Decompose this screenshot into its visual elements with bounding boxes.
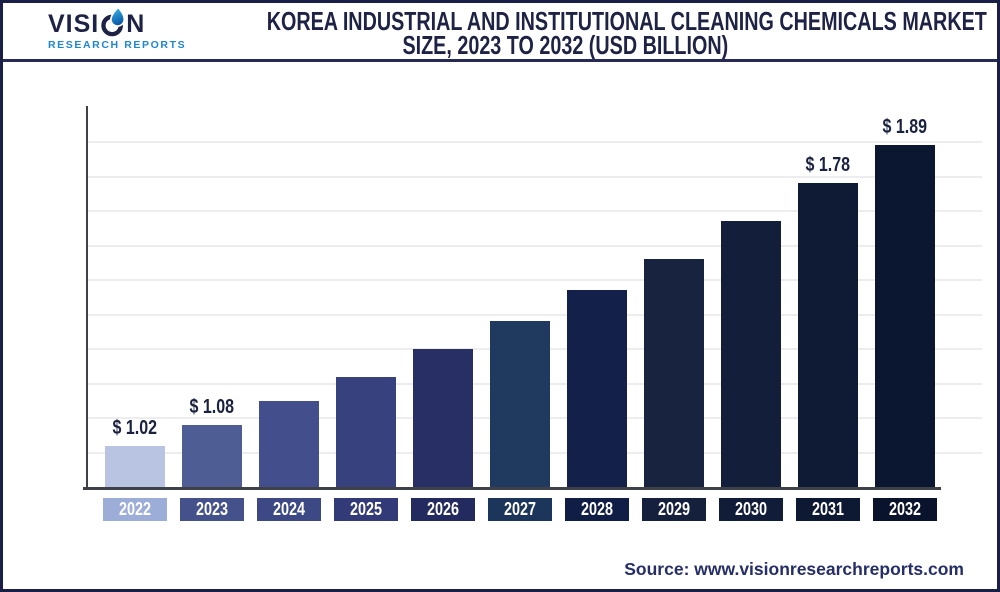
bar-2026: [413, 349, 473, 487]
bar-value-label-2022: $ 1.02: [112, 417, 158, 439]
gridline: [88, 175, 982, 178]
year-tick-2025: 2025: [334, 498, 398, 521]
year-tick-2029: 2029: [642, 498, 706, 521]
bar-value-label-2032: $ 1.89: [882, 116, 928, 138]
chart-title: KOREA INDUSTRIAL AND INSTITUTIONAL CLEAN…: [153, 6, 987, 60]
logo-subtitle: RESEARCH REPORTS: [48, 39, 187, 51]
water-drop-o-icon: [100, 5, 126, 37]
bar-2030: [721, 221, 781, 487]
bar-2031: [798, 183, 858, 487]
year-tick-2032: 2032: [873, 498, 937, 521]
logo-wordmark: VISI N: [48, 5, 208, 38]
gridline: [88, 244, 982, 247]
bar-2023: [182, 425, 242, 487]
year-tick-2022: 2022: [103, 498, 167, 521]
vision-research-reports-logo: VISI N RESEARCH REPORTS: [48, 5, 208, 51]
year-tick-2028: 2028: [565, 498, 629, 521]
year-tick-2024: 2024: [257, 498, 321, 521]
gridline: [88, 210, 982, 212]
gridline: [88, 279, 982, 281]
bar-value-label-2023: $ 1.08: [189, 396, 235, 418]
bar-2022: [105, 446, 165, 487]
year-tick-2031: 2031: [796, 498, 860, 521]
chart-title-line-1: KOREA INDUSTRIAL AND INSTITUTIONAL CLEAN…: [266, 6, 987, 36]
header-divider: [0, 59, 1000, 62]
bar-2025: [336, 377, 396, 487]
gridline: [88, 141, 982, 143]
year-tick-2026: 2026: [411, 498, 475, 521]
year-tick-2023: 2023: [180, 498, 244, 521]
year-tick-2027: 2027: [488, 498, 552, 521]
y-axis-line: [86, 106, 88, 490]
x-axis-line: [83, 487, 941, 490]
bar-2024: [259, 401, 319, 487]
bar-2032: [875, 145, 935, 487]
source-attribution: Source: www.visionresearchreports.com: [624, 559, 964, 579]
year-tick-2030: 2030: [719, 498, 783, 521]
logo-word-post: N: [126, 9, 146, 38]
bar-2029: [644, 259, 704, 487]
header: VISI N RESEARCH REPORTS KOREA INDUSTRIAL…: [3, 3, 997, 59]
logo-word-pre: VISI: [48, 9, 100, 38]
chart-title-line-2: SIZE, 2023 TO 2032 (USD BILLION): [402, 30, 728, 60]
bar-value-label-2031: $ 1.78: [805, 154, 851, 176]
bar-2028: [567, 290, 627, 487]
gridline: [88, 313, 982, 316]
bar-2027: [490, 321, 550, 487]
